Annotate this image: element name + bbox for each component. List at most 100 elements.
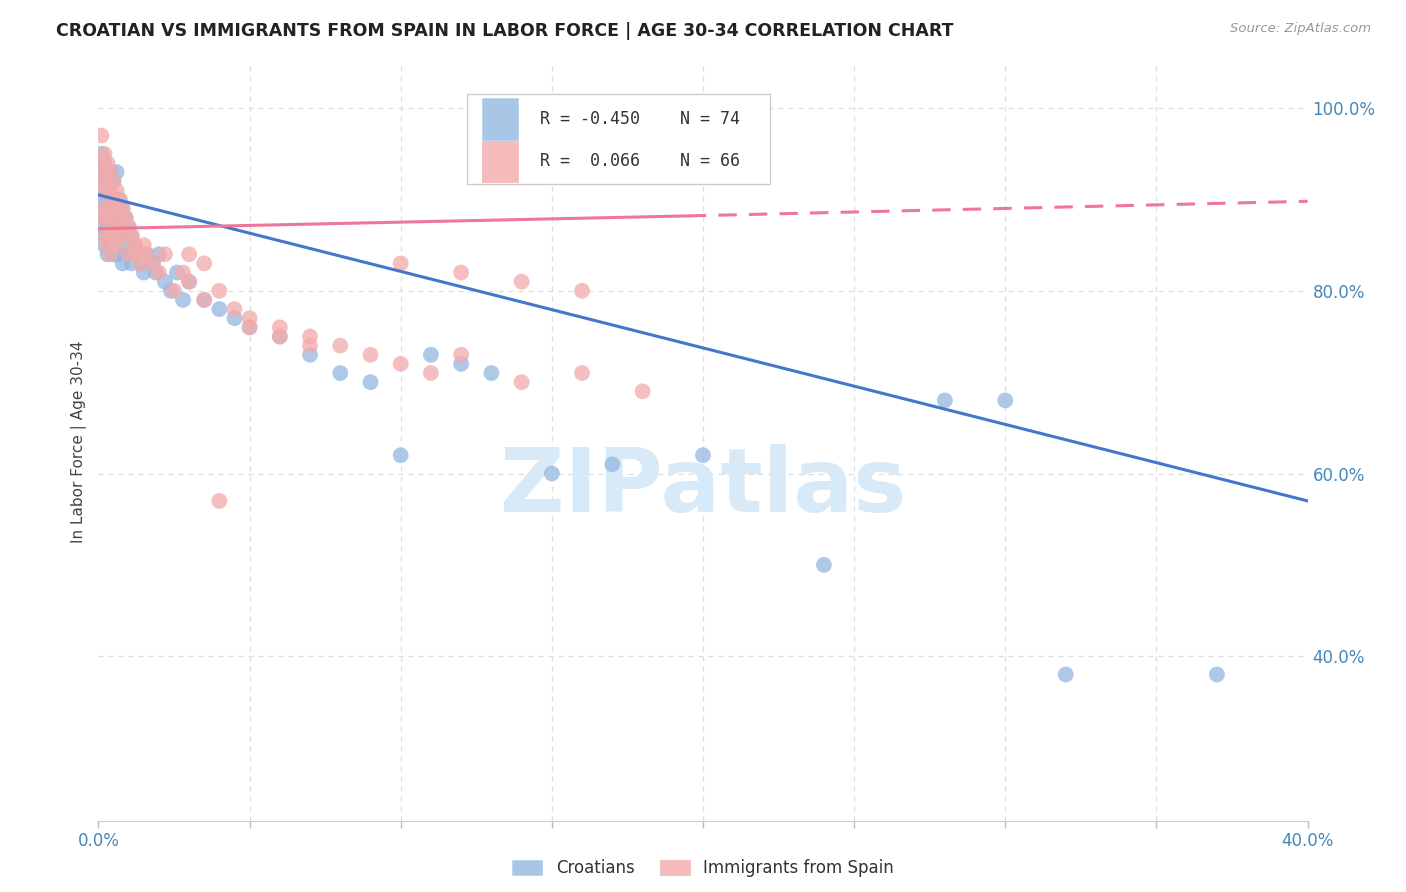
Point bbox=[103, 247, 125, 261]
Point bbox=[127, 247, 149, 261]
Point bbox=[90, 146, 112, 161]
Point bbox=[329, 338, 352, 352]
Point bbox=[269, 320, 291, 334]
Point bbox=[571, 284, 593, 298]
Point bbox=[510, 275, 533, 289]
Point bbox=[389, 448, 412, 462]
Point bbox=[93, 156, 115, 170]
Point bbox=[100, 247, 122, 261]
Point bbox=[93, 165, 115, 179]
Point bbox=[114, 211, 136, 225]
Point bbox=[93, 238, 115, 252]
Point bbox=[129, 256, 152, 270]
Point bbox=[96, 193, 118, 207]
Point bbox=[208, 494, 231, 508]
Point bbox=[124, 238, 146, 252]
Point bbox=[389, 256, 412, 270]
Point bbox=[124, 238, 146, 252]
Point bbox=[90, 183, 112, 197]
Point bbox=[540, 467, 562, 481]
Point bbox=[135, 247, 157, 261]
Point bbox=[118, 219, 141, 234]
Point bbox=[118, 247, 141, 261]
Point bbox=[93, 174, 115, 188]
Point bbox=[135, 247, 157, 261]
Point bbox=[163, 284, 186, 298]
Point bbox=[208, 302, 231, 317]
Point bbox=[193, 256, 215, 270]
Point bbox=[420, 366, 443, 380]
Point bbox=[100, 165, 122, 179]
Point bbox=[153, 247, 176, 261]
Point bbox=[239, 311, 262, 326]
Point bbox=[172, 293, 194, 307]
Point bbox=[631, 384, 654, 399]
Point bbox=[813, 558, 835, 572]
Point bbox=[208, 284, 231, 298]
Point bbox=[90, 193, 112, 207]
Legend: Croatians, Immigrants from Spain: Croatians, Immigrants from Spain bbox=[512, 859, 894, 877]
Point bbox=[420, 348, 443, 362]
Point bbox=[90, 165, 112, 179]
Point bbox=[193, 293, 215, 307]
Point bbox=[360, 375, 382, 389]
Point bbox=[111, 202, 134, 216]
Point bbox=[994, 393, 1017, 408]
Point bbox=[179, 247, 201, 261]
Point bbox=[121, 229, 143, 244]
Point bbox=[602, 458, 624, 472]
Point bbox=[100, 193, 122, 207]
Point bbox=[93, 229, 115, 244]
Point bbox=[108, 193, 131, 207]
Point bbox=[129, 256, 152, 270]
Point bbox=[389, 357, 412, 371]
Point bbox=[105, 211, 128, 225]
FancyBboxPatch shape bbox=[482, 141, 517, 182]
Point bbox=[93, 146, 115, 161]
Point bbox=[96, 156, 118, 170]
Point bbox=[100, 202, 122, 216]
Point bbox=[269, 329, 291, 343]
Point bbox=[121, 229, 143, 244]
Point bbox=[172, 266, 194, 280]
Point bbox=[90, 128, 112, 143]
Point bbox=[105, 229, 128, 244]
Point bbox=[481, 366, 503, 380]
Point bbox=[239, 320, 262, 334]
Point bbox=[105, 211, 128, 225]
Point bbox=[108, 193, 131, 207]
Point bbox=[114, 211, 136, 225]
Point bbox=[111, 256, 134, 270]
Text: R =  0.066    N = 66: R = 0.066 N = 66 bbox=[540, 153, 740, 170]
FancyBboxPatch shape bbox=[467, 95, 769, 184]
Point bbox=[450, 348, 472, 362]
Point bbox=[1054, 667, 1077, 681]
Text: Source: ZipAtlas.com: Source: ZipAtlas.com bbox=[1230, 22, 1371, 36]
Point bbox=[103, 174, 125, 188]
Point bbox=[329, 366, 352, 380]
Point bbox=[224, 302, 246, 317]
Point bbox=[148, 247, 170, 261]
Text: ZIPatlas: ZIPatlas bbox=[501, 443, 905, 531]
Point bbox=[90, 156, 112, 170]
Point bbox=[114, 238, 136, 252]
Point bbox=[105, 238, 128, 252]
Point bbox=[103, 193, 125, 207]
Point bbox=[100, 211, 122, 225]
Point bbox=[93, 211, 115, 225]
Point bbox=[93, 174, 115, 188]
Point bbox=[269, 329, 291, 343]
Point bbox=[111, 202, 134, 216]
Point bbox=[100, 165, 122, 179]
Point bbox=[299, 338, 322, 352]
FancyBboxPatch shape bbox=[482, 98, 517, 140]
Point bbox=[166, 266, 188, 280]
Point bbox=[142, 256, 165, 270]
Point bbox=[299, 329, 322, 343]
Point bbox=[93, 202, 115, 216]
Point bbox=[160, 284, 183, 298]
Point bbox=[108, 219, 131, 234]
Point bbox=[118, 219, 141, 234]
Point bbox=[132, 266, 155, 280]
Point bbox=[96, 174, 118, 188]
